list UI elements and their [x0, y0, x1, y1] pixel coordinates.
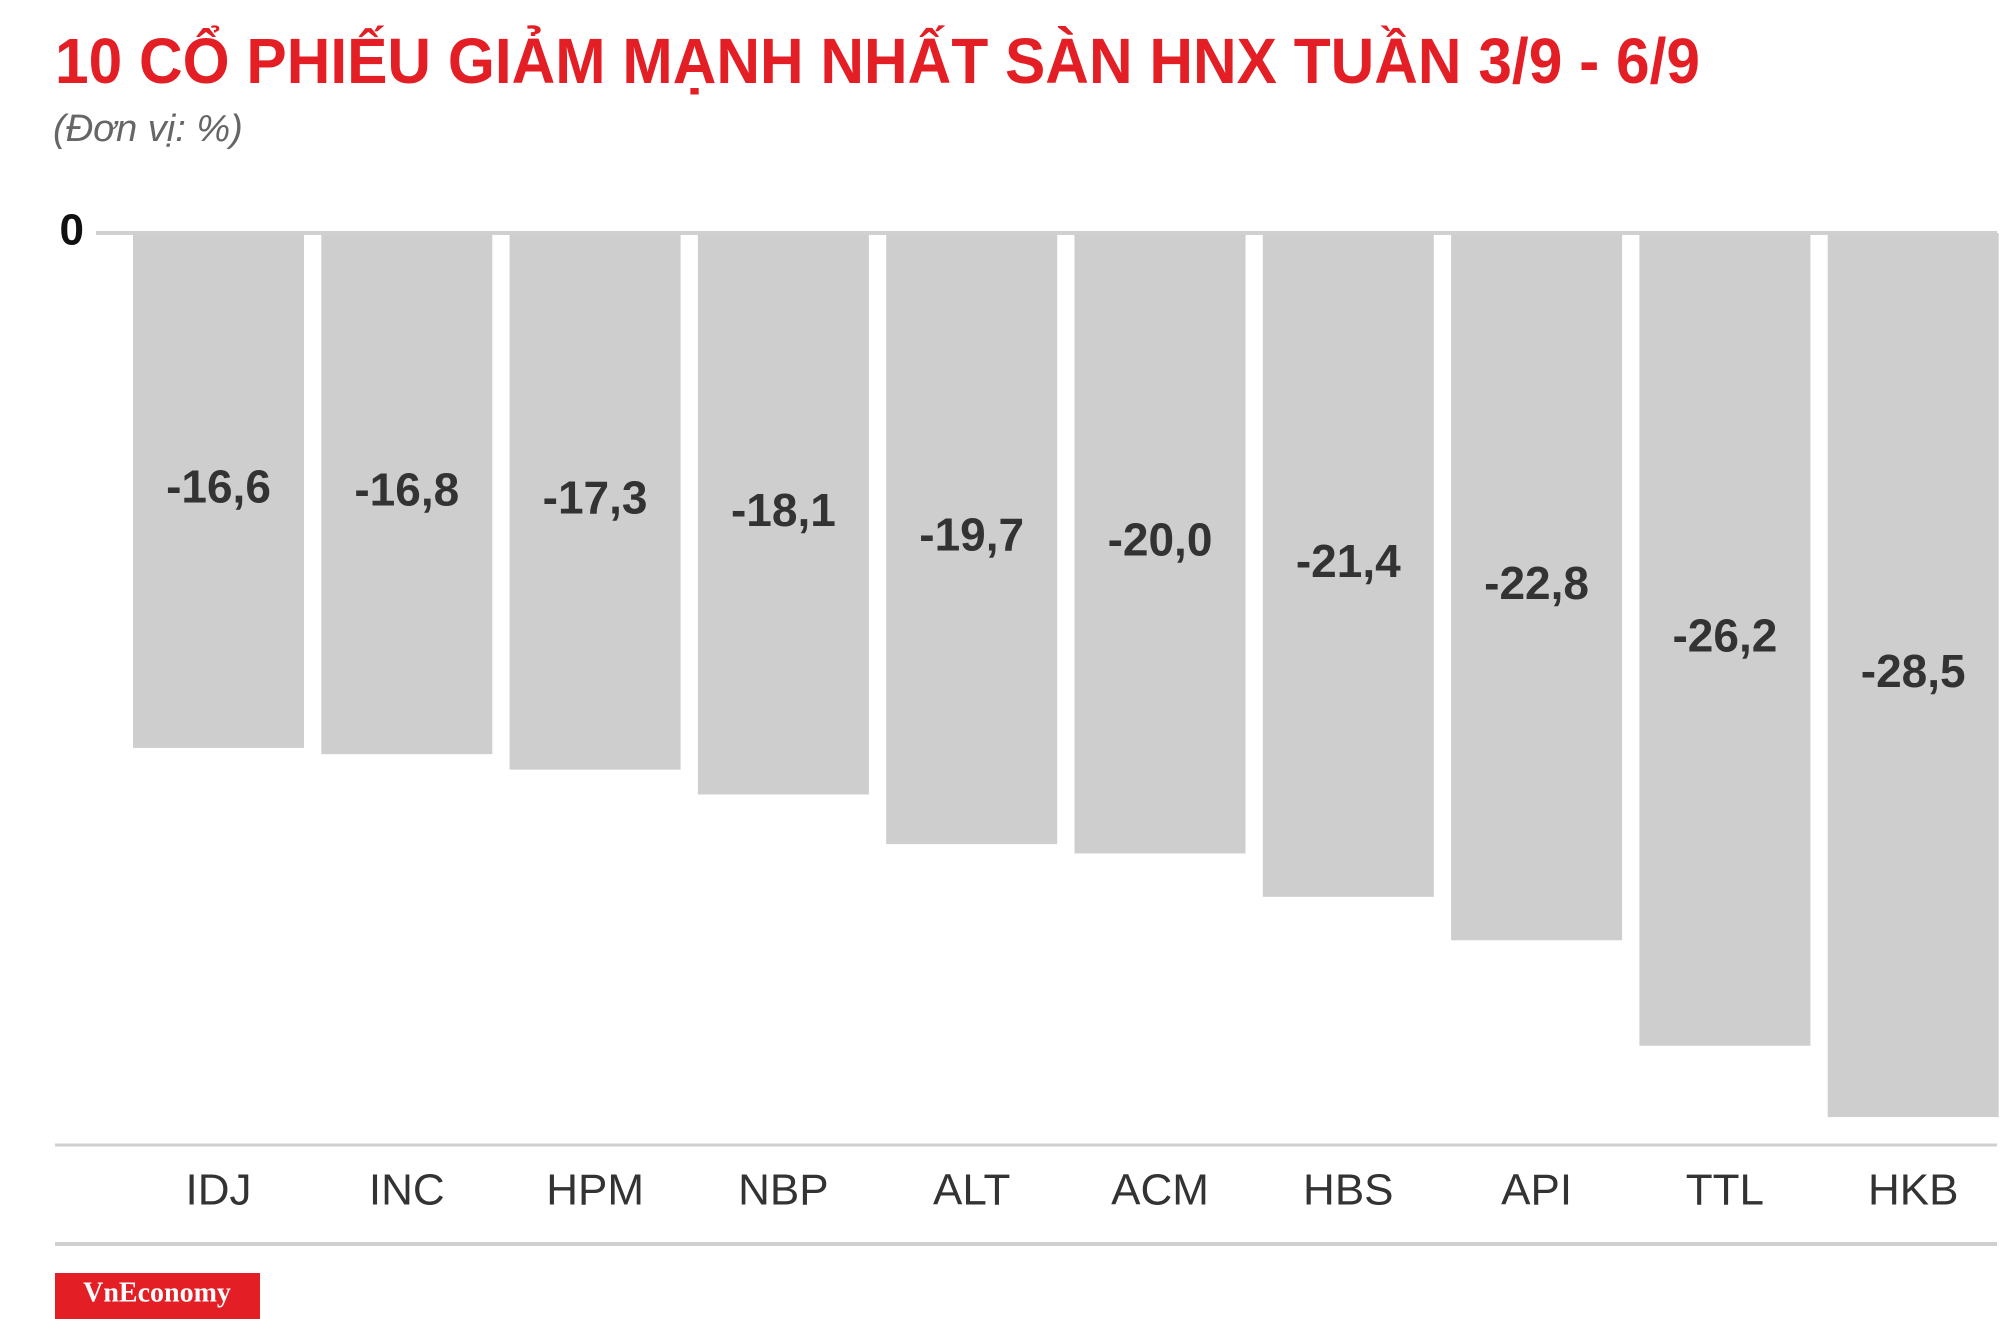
logo-box: [55, 1273, 260, 1319]
logo: VnEconomy: [83, 1277, 231, 1308]
bar: [697, 233, 869, 795]
bar: [1262, 233, 1434, 897]
x-tick-label: HKB: [1868, 1166, 1958, 1215]
x-tick-label: ACM: [1111, 1166, 1209, 1215]
value-label: -22,8: [1484, 557, 1589, 609]
value-label: -28,5: [1861, 645, 1966, 697]
bar: [133, 233, 304, 748]
chart-subtitle: (Đơn vị: %): [53, 108, 243, 150]
bar: [1451, 233, 1623, 941]
value-label: -21,4: [1296, 535, 1401, 587]
x-tick-label: INC: [369, 1166, 445, 1215]
x-tick-label: NBP: [738, 1166, 828, 1215]
value-label: -16,8: [354, 464, 459, 516]
x-tick-label: IDJ: [186, 1166, 252, 1215]
bar: [1639, 233, 1811, 1046]
value-label: -26,2: [1672, 610, 1777, 662]
x-tick-label: TTL: [1686, 1166, 1764, 1215]
bar: [1074, 233, 1246, 854]
value-label: -17,3: [543, 471, 648, 523]
value-label: -18,1: [731, 484, 836, 536]
x-tick-label: ALT: [933, 1166, 1010, 1215]
x-tick-label: HPM: [546, 1166, 644, 1215]
value-label: -19,7: [919, 509, 1024, 561]
bar: [886, 233, 1058, 845]
bar: [321, 233, 493, 755]
value-label: -16,6: [166, 461, 271, 513]
chart-title: 10 CỔ PHIẾU GIẢM MẠNH NHẤT SÀN HNX TUẦN …: [55, 24, 1700, 97]
bar: [509, 233, 681, 770]
y-tick-label: 0: [60, 206, 84, 255]
bar: [1827, 233, 1999, 1118]
x-tick-label: HBS: [1303, 1166, 1393, 1215]
x-tick-label: API: [1501, 1166, 1572, 1215]
value-label: -20,0: [1108, 513, 1213, 565]
